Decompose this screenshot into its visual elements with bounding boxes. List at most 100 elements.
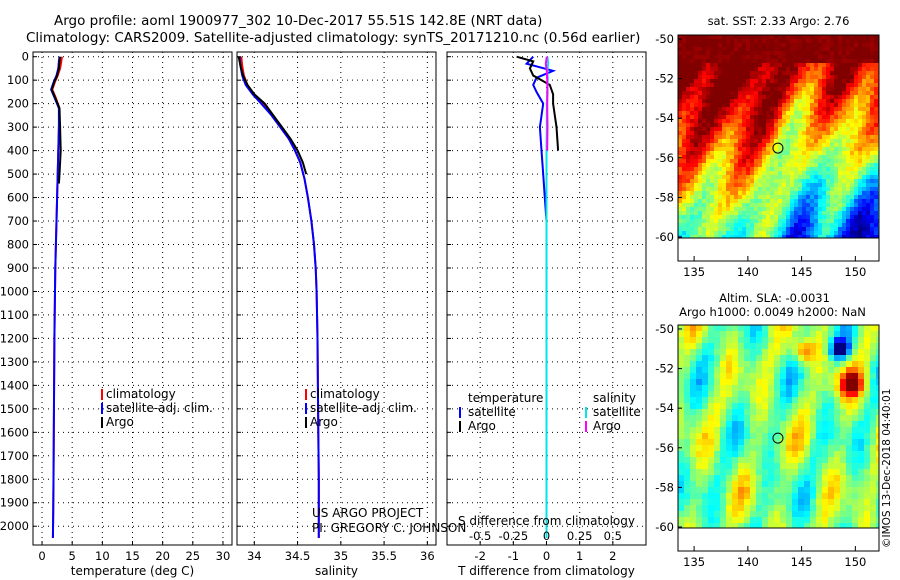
sst_map-cell [706, 107, 710, 111]
sst_map-cell [866, 211, 870, 215]
sst_map-cell [754, 219, 758, 223]
sla_map-cell [864, 331, 870, 337]
sst_map-cell [698, 83, 702, 87]
sla_map-cell [810, 421, 816, 427]
sst_map-cell [762, 87, 766, 91]
sst_map-cell [842, 175, 846, 179]
sla_map-cell [744, 511, 750, 517]
sst_map-cell [734, 159, 738, 163]
sst_map-cell [786, 223, 790, 227]
sst_map-cell [746, 151, 750, 155]
sst_map-cell [830, 191, 834, 195]
sst_map-cell [874, 131, 878, 135]
sst_map-cell [762, 39, 766, 43]
sla_map-cell [798, 367, 804, 373]
sst_map-cell [786, 63, 790, 67]
sla_map-cell [714, 499, 720, 505]
sst_map-cell [842, 103, 846, 107]
sst_map-cell [870, 215, 874, 219]
sst_map-cell [734, 119, 738, 123]
sst_map-cell [682, 111, 686, 115]
sst_map-cell [798, 159, 802, 163]
sla_map-cell [822, 391, 828, 397]
sla_map-cell [786, 523, 792, 528]
sla_map-cell [876, 391, 879, 397]
sst_map-cell [830, 87, 834, 91]
sla_map-cell [744, 499, 750, 505]
sst_map-cell [734, 203, 738, 207]
sst_map-ytick-label: -60 [655, 230, 674, 244]
sst_map-cell [714, 107, 718, 111]
sst_map-cell [814, 175, 818, 179]
sla_map-cell [810, 433, 816, 439]
sst_map-cell [706, 131, 710, 135]
sst_map-cell [770, 131, 774, 135]
sst_map-cell [862, 111, 866, 115]
sla_map-cell [738, 463, 744, 469]
sst_map-cell [758, 163, 762, 167]
sla_map-cell [846, 415, 852, 421]
sst_map-cell [814, 51, 818, 55]
sla_map-cell [744, 505, 750, 511]
sst_map-cell [782, 103, 786, 107]
sla_map-cell [696, 367, 702, 373]
sst_map-cell [842, 151, 846, 155]
sla_map-cell [840, 451, 846, 457]
sla_map-cell [804, 493, 810, 499]
sst_map-cell [826, 143, 830, 147]
sst_map-cell [790, 39, 794, 43]
sst_map-cell [858, 103, 862, 107]
sst_map-cell [742, 143, 746, 147]
sst_map-cell [830, 175, 834, 179]
sst_map-cell [718, 147, 722, 151]
sla_map-cell [786, 409, 792, 415]
sst_map-cell [858, 95, 862, 99]
sst_map-cell [794, 39, 798, 43]
sst_map-cell [686, 207, 690, 211]
sst_map-cell [690, 111, 694, 115]
sla_map-cell [738, 391, 744, 397]
sst_map-cell [822, 187, 826, 191]
sst_map-cell [690, 227, 694, 231]
sst_map-cell [714, 235, 718, 238]
sla_map-cell [744, 433, 750, 439]
sst_map-cell [766, 127, 770, 131]
sst_map-cell [858, 127, 862, 131]
sst_map-cell [778, 139, 782, 143]
sst_map-cell [686, 155, 690, 159]
sst_map-cell [678, 199, 682, 203]
sst_map-cell [846, 63, 850, 67]
sla_map-cell [762, 403, 768, 409]
sla_map-cell [852, 499, 858, 505]
sla_map-cell [714, 343, 720, 349]
sst_map-cell [750, 227, 754, 231]
sla_map-cell [816, 325, 822, 331]
sst_map-cell [694, 87, 698, 91]
sst_map-cell [850, 147, 854, 151]
sst_map-cell [770, 199, 774, 203]
sst_map-cell [822, 35, 826, 39]
sst_map-cell [698, 131, 702, 135]
sla_map-cell [678, 493, 684, 499]
sst_map-cell [838, 43, 842, 47]
sla_map-cell [834, 499, 840, 505]
sst_map-cell [822, 47, 826, 51]
sst_map-cell [858, 155, 862, 159]
sst_map-cell [718, 103, 722, 107]
sla_map-cell [690, 427, 696, 433]
sla_map-cell [804, 373, 810, 379]
sst_map-cell [734, 95, 738, 99]
sst_map-cell [814, 55, 818, 59]
sst_map-cell [690, 183, 694, 187]
sst_map-cell [794, 227, 798, 231]
sst_map-cell [742, 39, 746, 43]
sst_map-cell [802, 35, 806, 39]
sst_map-cell [686, 167, 690, 171]
sst_map-cell [710, 107, 714, 111]
sst_map-cell [826, 223, 830, 227]
sla_map-cell [822, 409, 828, 415]
sst_map-cell [710, 223, 714, 227]
sla_map-cell [858, 379, 864, 385]
sla_map-cell [738, 493, 744, 499]
sst_map-cell [714, 183, 718, 187]
